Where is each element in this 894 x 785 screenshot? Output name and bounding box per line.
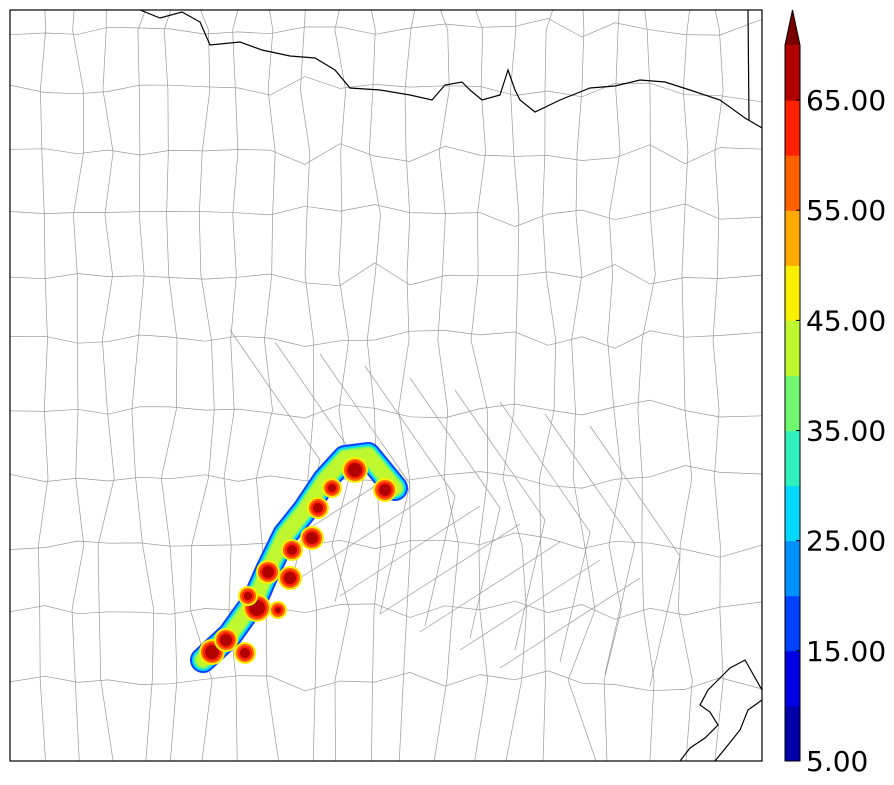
colorbar-segment [785, 485, 800, 542]
county-line [603, 10, 622, 761]
county-line [10, 670, 762, 692]
county-line [409, 377, 501, 639]
county-line [379, 523, 521, 615]
storm-cell [240, 648, 250, 658]
county-line [499, 577, 641, 669]
storm-cell [379, 484, 391, 496]
county-line [10, 532, 762, 558]
colorbar-segment [785, 375, 800, 432]
storm-cell [275, 607, 281, 613]
storm-cell [306, 532, 318, 544]
county-line [10, 600, 762, 620]
reflectivity-contour [196, 448, 402, 667]
county-line [299, 487, 441, 579]
county-line [398, 10, 416, 761]
map-background [10, 10, 762, 761]
county-line [433, 10, 459, 761]
colorbar-segment [785, 595, 800, 652]
colorbar-tick-label: 25.00 [806, 525, 886, 558]
county-line [419, 541, 561, 633]
colorbar-segment [785, 650, 800, 707]
county-line [459, 559, 601, 651]
colorbar-tick-label: 15.00 [806, 635, 886, 668]
colorbar-extend-arrow [785, 10, 800, 45]
county-line [454, 389, 546, 651]
county-line [502, 10, 527, 761]
county-line [678, 10, 693, 761]
county-line [160, 10, 178, 761]
storm-cell [313, 503, 323, 513]
map-frame [9, 9, 763, 762]
colorbar-segment [785, 45, 800, 101]
county-line [97, 10, 115, 761]
county-line [10, 143, 762, 165]
colorbar-tick-label: 35.00 [806, 415, 886, 448]
storm-cell [328, 484, 336, 492]
county-line [10, 203, 762, 227]
county-line [71, 10, 85, 761]
county-line [10, 399, 762, 419]
colorbar: 5.00 15.00 25.00 35.00 45.00 55.00 65.00 [784, 9, 886, 778]
colorbar-segment [785, 430, 800, 487]
state-boundary-red-river [139, 10, 762, 129]
county-line [10, 262, 762, 287]
storm-cell [205, 645, 219, 659]
colorbar-tick-label: 55.00 [806, 194, 886, 227]
county-line [10, 18, 762, 38]
county-line [38, 10, 49, 761]
storm-cell [262, 566, 274, 578]
colorbar-segment [785, 100, 800, 156]
county-line [539, 10, 557, 761]
reflectivity-band [190, 442, 408, 673]
storm-cell [220, 634, 232, 646]
colorbar-segment [785, 265, 800, 321]
colorbar-segment [785, 320, 800, 376]
county-line [364, 365, 456, 627]
colorbar-tick-label: 5.00 [806, 745, 868, 778]
storm-cell [287, 545, 297, 555]
county-line [712, 10, 724, 761]
colorbar-tick-label: 45.00 [806, 304, 886, 337]
county-line [499, 401, 591, 663]
map-panel [10, 10, 762, 761]
county-line [319, 353, 411, 615]
county-line [339, 505, 481, 597]
colorbar-tick-label: 65.00 [806, 84, 886, 117]
county-line [544, 413, 636, 675]
storm-cell [244, 592, 252, 600]
county-line [589, 425, 681, 687]
county-line [10, 330, 762, 349]
colorbar-segment [785, 705, 800, 762]
county-line [131, 10, 155, 761]
colorbar-segment [785, 210, 800, 266]
county-line [331, 10, 350, 761]
colorbar-segment [785, 155, 800, 211]
county-boundaries [10, 10, 762, 761]
colorbar-segment [785, 540, 800, 597]
storm-cell [284, 572, 296, 584]
storm-cell [348, 463, 362, 477]
state-boundary-east [747, 10, 750, 121]
coastline-bay [714, 699, 762, 761]
coastline-galveston [679, 659, 762, 761]
